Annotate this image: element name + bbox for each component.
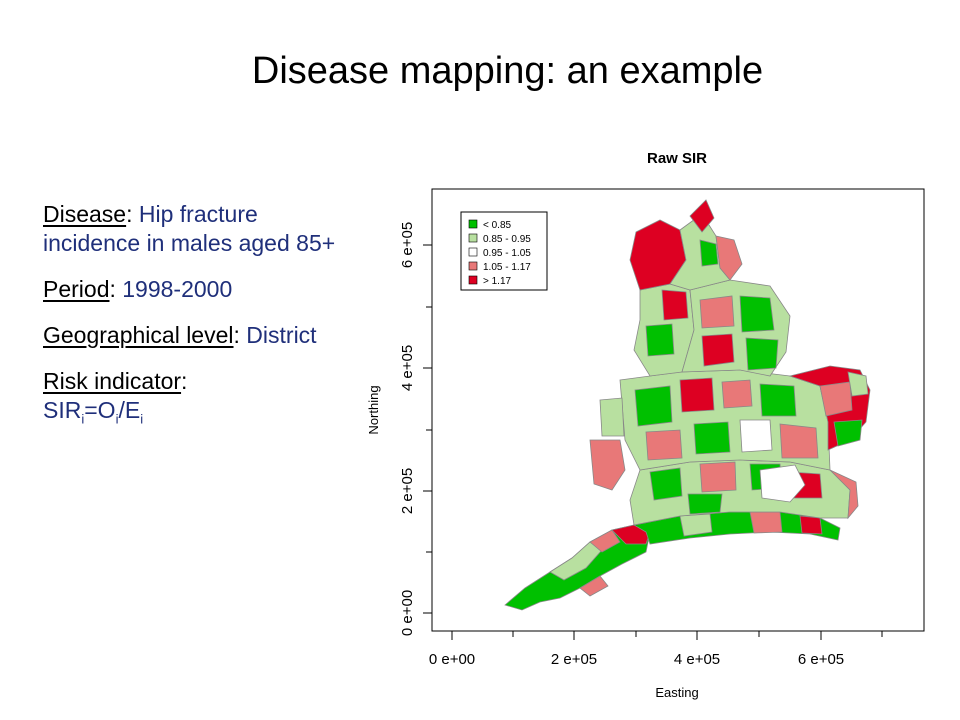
map-region — [759, 383, 797, 417]
map-region — [721, 379, 753, 409]
map-region — [579, 575, 609, 597]
y-tick-label: 0 e+00 — [399, 590, 416, 636]
x-tick-label: 6 e+05 — [798, 651, 844, 668]
map-region — [739, 295, 775, 333]
sir-formula: SIRi=Oi/Ei — [43, 397, 144, 427]
map-region — [819, 381, 853, 417]
bullet-list: Disease: Hip fracture incidence in males… — [43, 200, 353, 451]
x-axis-label: Easting — [655, 685, 698, 700]
map-region — [679, 377, 715, 413]
map-region — [745, 337, 779, 371]
map-region — [715, 235, 743, 281]
bullet-geographical-level: Geographical level: District — [43, 322, 317, 348]
map-region — [829, 469, 859, 520]
map-region — [779, 423, 819, 459]
map-region — [661, 289, 689, 321]
legend-swatch — [468, 275, 478, 285]
x-tick-label: 0 e+00 — [429, 651, 475, 668]
england-district-map — [504, 199, 871, 611]
bullet-period: Period: 1998-2000 — [43, 276, 233, 302]
legend-label: > 1.17 — [483, 276, 512, 287]
bullet-disease: Disease: Hip fracture incidence in males… — [43, 201, 336, 256]
bullet-value: Hip fracture incidence in males aged 85+ — [43, 201, 336, 256]
legend-swatch — [468, 261, 478, 271]
map-region — [699, 295, 735, 329]
x-tick-label: 4 e+05 — [674, 651, 720, 668]
y-tick-label: 2 e+05 — [399, 468, 416, 514]
bullet-label: Period — [43, 276, 110, 302]
legend-swatch — [468, 247, 478, 257]
map-region — [693, 421, 731, 455]
y-axis-label: Northing — [366, 385, 381, 434]
map-legend: < 0.85 0.85 - 0.95 0.95 - 1.05 1.05 - 1.… — [460, 211, 548, 291]
map-region — [679, 513, 713, 537]
x-tick-label: 2 e+05 — [551, 651, 597, 668]
map-region — [749, 511, 783, 534]
bullet-label: Disease — [43, 201, 127, 227]
map-region — [847, 371, 869, 397]
map-region — [649, 467, 683, 501]
legend-label: 1.05 - 1.17 — [483, 262, 531, 273]
map-region — [833, 419, 863, 447]
map-region — [759, 464, 806, 503]
map-region — [699, 461, 737, 493]
y-tick-label: 6 e+05 — [399, 222, 416, 268]
bullet-label: Geographical level — [43, 322, 234, 348]
y-axis — [423, 244, 432, 614]
bullet-value: District — [246, 322, 317, 348]
map-region — [689, 199, 715, 233]
map-region — [687, 493, 723, 515]
map-region — [589, 529, 621, 553]
sir-map-figure: Raw SIR Easting Northing 0 e+00 2 e+05 4… — [366, 150, 925, 700]
bullet-value: 1998-2000 — [122, 276, 233, 302]
legend-label: 0.95 - 1.05 — [483, 248, 531, 259]
map-region — [699, 239, 719, 267]
map-region — [799, 515, 823, 535]
legend-swatch — [468, 233, 478, 243]
map-region — [645, 323, 675, 357]
y-tick-label: 4 e+05 — [399, 345, 416, 391]
x-axis — [451, 631, 883, 640]
slide-title: Disease mapping: an example — [251, 50, 764, 92]
map-region — [589, 439, 626, 491]
map-region — [634, 385, 673, 427]
bullet-risk-indicator: Risk indicator: SIRi=Oi/Ei — [43, 368, 188, 427]
legend-swatch — [468, 219, 478, 229]
map-region — [739, 419, 773, 453]
map-title: Raw SIR — [647, 150, 707, 167]
map-region — [701, 333, 735, 367]
legend-label: 0.85 - 0.95 — [483, 234, 531, 245]
map-region — [599, 397, 625, 437]
bullet-label: Risk indicator — [43, 368, 182, 394]
map-region — [645, 429, 683, 461]
legend-label: < 0.85 — [483, 220, 512, 231]
